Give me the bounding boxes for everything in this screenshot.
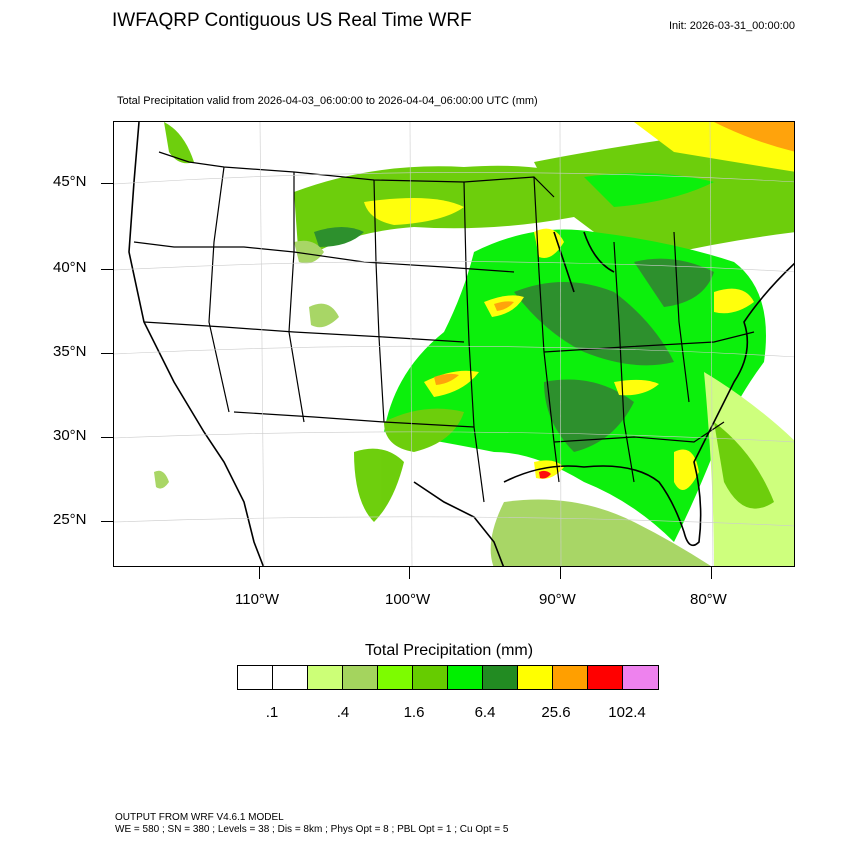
colorbar-tick-label: 25.6 <box>541 704 571 721</box>
graticule <box>114 122 794 566</box>
lon-label-80w: 80°W <box>690 591 727 608</box>
lon-tick <box>409 567 410 579</box>
coastlines <box>128 122 794 566</box>
colorbar-swatch <box>238 666 273 689</box>
colorbar-tick-label: 6.4 <box>474 704 496 721</box>
precipitation-field <box>154 122 794 566</box>
init-time-label: Init: 2026-03-31_00:00:00 <box>669 20 795 32</box>
colorbar-tick-label: .4 <box>336 704 350 721</box>
colorbar-swatch <box>308 666 343 689</box>
lat-tick <box>101 353 113 354</box>
model-info-line-1: OUTPUT FROM WRF V4.6.1 MODEL <box>115 812 284 823</box>
colorbar-swatch <box>553 666 588 689</box>
lat-tick <box>101 437 113 438</box>
colorbar-title: Total Precipitation (mm) <box>365 642 534 659</box>
colorbar-swatch <box>483 666 518 689</box>
lon-tick <box>560 567 561 579</box>
model-info-line-2: WE = 580 ; SN = 380 ; Levels = 38 ; Dis … <box>115 824 509 835</box>
lat-label-40: 40°N <box>53 259 87 276</box>
map-canvas <box>114 122 794 566</box>
valid-period-subtitle: Total Precipitation valid from 2026-04-0… <box>117 95 538 107</box>
colorbar-swatch <box>588 666 623 689</box>
colorbar-swatch <box>378 666 413 689</box>
lon-tick <box>711 567 712 579</box>
lon-label-100w: 100°W <box>385 591 431 608</box>
colorbar-swatch <box>623 666 658 689</box>
colorbar-swatch <box>413 666 448 689</box>
colorbar-swatch <box>448 666 483 689</box>
colorbar <box>237 665 659 690</box>
lat-tick <box>101 183 113 184</box>
lat-tick <box>101 521 113 522</box>
colorbar-tick-label: 102.4 <box>608 704 646 721</box>
colorbar-swatch <box>273 666 308 689</box>
colorbar-tick-label: .1 <box>265 704 279 721</box>
lon-tick <box>259 567 260 579</box>
lat-label-45: 45°N <box>53 173 87 190</box>
lat-label-30: 30°N <box>53 427 87 444</box>
state-boundaries <box>133 151 755 503</box>
colorbar-swatch <box>518 666 553 689</box>
lat-tick <box>101 269 113 270</box>
colorbar-tick-label: 1.6 <box>403 704 425 721</box>
lat-label-35: 35°N <box>53 343 87 360</box>
plot-title: IWFAQRP Contiguous US Real Time WRF <box>112 10 472 31</box>
precipitation-map <box>113 121 795 567</box>
lon-label-110w: 110°W <box>235 591 280 608</box>
lat-label-25: 25°N <box>53 511 87 528</box>
lon-label-90w: 90°W <box>539 591 576 608</box>
colorbar-swatch <box>343 666 378 689</box>
